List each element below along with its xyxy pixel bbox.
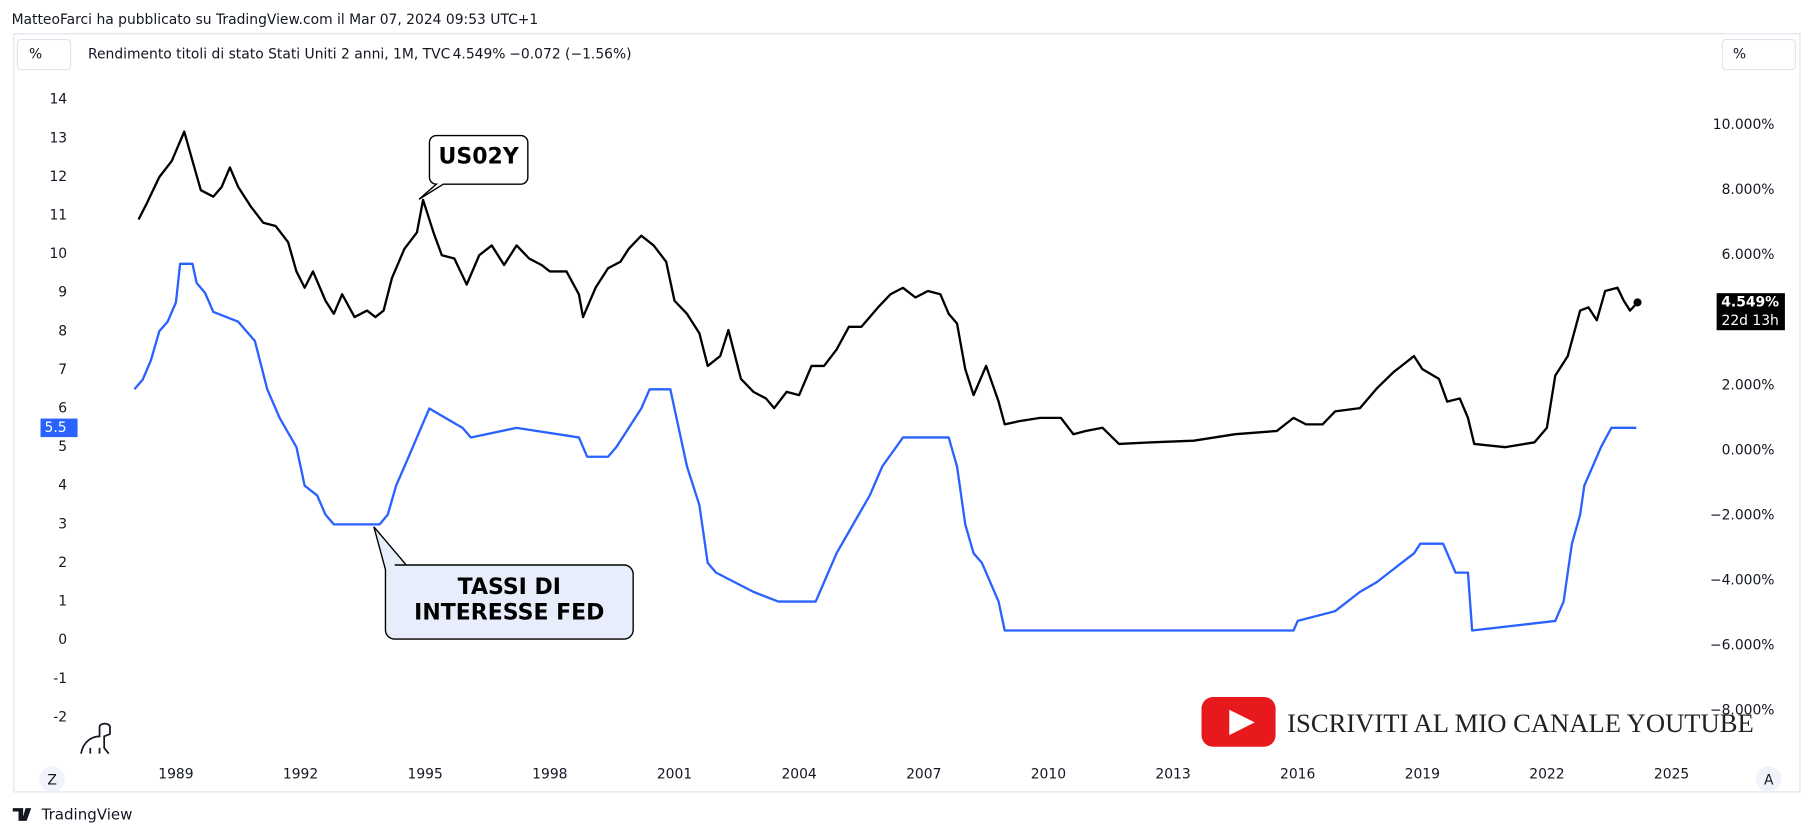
y-tick-label: -1 [53, 671, 67, 687]
y-tick-label: 8 [58, 323, 67, 339]
y-tick-label: 14 [49, 92, 67, 108]
y-tick-label: 7 [58, 362, 67, 378]
y2-tick-label: 10.000% [1713, 117, 1775, 133]
brand-logo [12, 808, 32, 821]
y-tick-label: 3 [58, 516, 67, 532]
callout-text: US02Y [438, 143, 519, 170]
callout: US02Y [438, 143, 519, 170]
x-tick-label: 2019 [1405, 767, 1440, 783]
y-tick-label: 5 [58, 439, 67, 455]
price-change: −0.072 (−1.56%) [509, 47, 631, 63]
line-series [137, 130, 1639, 449]
youtube-text[interactable]: ISCRIVITI AL MIO CANALE YOUTUBE [1287, 708, 1754, 738]
y2-tick-label: −4.000% [1710, 573, 1775, 589]
callout-text: TASSI DI INTERESSE FED [414, 574, 605, 626]
unit-box[interactable] [16, 38, 72, 71]
y2-tick-label: 2.000% [1722, 377, 1775, 393]
x-tick-label: 2016 [1280, 767, 1315, 783]
line-series [133, 262, 1637, 632]
unit-right[interactable]: % [1733, 47, 1746, 63]
y-tick-label: 2 [58, 555, 67, 571]
price-label-box [40, 418, 78, 438]
y-tick-label: 12 [49, 169, 67, 185]
x-tick-label: 1992 [283, 767, 318, 783]
y-tick-label: 13 [49, 130, 67, 146]
y-tick-label: 1 [58, 594, 67, 610]
button-label[interactable]: A [1764, 772, 1774, 788]
y-tick-label: 9 [58, 285, 67, 301]
x-tick-label: 2010 [1031, 767, 1066, 783]
price-label: 5.5 [45, 420, 67, 436]
button[interactable] [39, 766, 65, 792]
brand: TradingView [41, 806, 133, 824]
plot: -2-101234567891011121314−8.000%−6.000%−4… [40, 92, 1785, 783]
last-point [1633, 298, 1642, 307]
price-label: 4.549% [1721, 294, 1779, 310]
x-tick-label: 2022 [1529, 767, 1564, 783]
y-tick-label: 6 [58, 401, 67, 417]
x-tick-label: 2007 [906, 767, 941, 783]
chart-frame [13, 33, 1801, 793]
y2-tick-label: 0.000% [1722, 442, 1775, 458]
unit-box[interactable] [1721, 38, 1796, 71]
x-tick-label: 1995 [408, 767, 443, 783]
countdown: 22d 13h [1722, 313, 1779, 329]
x-tick-label: 1989 [158, 767, 193, 783]
y2-tick-label: 8.000% [1722, 182, 1775, 198]
callout: TASSI DI INTERESSE FED [414, 574, 605, 626]
x-tick-label: 2001 [657, 767, 692, 783]
author-line: MatteoFarci ha pubblicato su TradingView… [12, 12, 539, 28]
callout-box [418, 134, 529, 200]
play-icon[interactable] [1229, 709, 1255, 736]
price-label-box [1716, 293, 1785, 331]
y-tick-label: 4 [58, 478, 67, 494]
y2-tick-label: 6.000% [1722, 247, 1775, 263]
y2-tick-label: −6.000% [1710, 638, 1775, 654]
button[interactable] [1755, 766, 1782, 792]
button-label[interactable]: Z [47, 772, 57, 788]
x-tick-label: 2025 [1654, 767, 1689, 783]
callout-box [373, 526, 634, 640]
x-tick-label: 1998 [532, 767, 567, 783]
y2-tick-label: −2.000% [1710, 508, 1775, 524]
unit-left[interactable]: % [29, 47, 42, 63]
y-tick-label: -2 [53, 709, 67, 725]
x-tick-label: 2004 [781, 767, 816, 783]
x-tick-label: 2013 [1155, 767, 1190, 783]
dino-icon [80, 722, 111, 755]
y-tick-label: 10 [49, 246, 67, 262]
y2-tick-label: −8.000% [1710, 703, 1775, 719]
symbol: Rendimento titoli di stato Stati Uniti 2… [88, 47, 450, 63]
y-tick-label: 11 [49, 208, 67, 224]
y-tick-label: 0 [58, 632, 67, 648]
last-price: 4.549% [453, 47, 506, 63]
